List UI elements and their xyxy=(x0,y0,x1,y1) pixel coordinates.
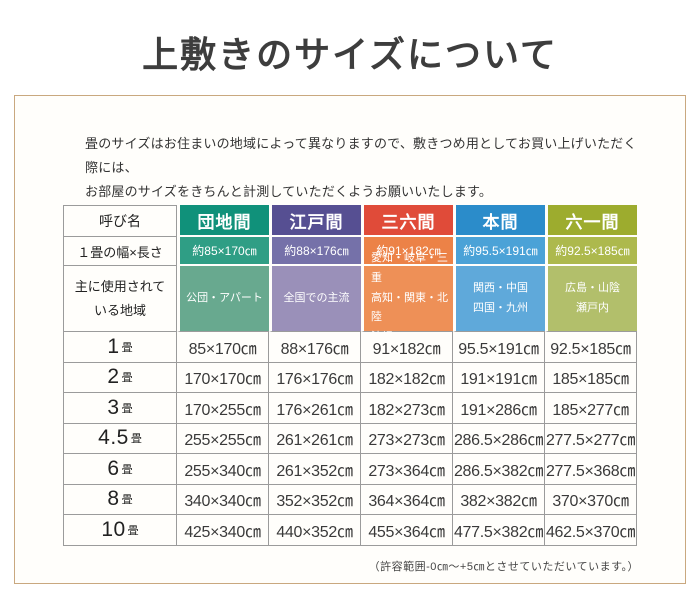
corner-header-cell: 呼び名 xyxy=(63,205,177,237)
size-value-cell: 191×286㎝ xyxy=(453,393,545,424)
size-row-label: １畳の幅×長さ xyxy=(63,237,177,266)
size-value-cell: 182×273㎝ xyxy=(361,393,453,424)
size-value-cell: 273×364㎝ xyxy=(361,454,453,485)
row-label-unit: 畳 xyxy=(121,341,133,354)
size-value-cell: 261×261㎝ xyxy=(269,423,361,454)
row-label-unit: 畳 xyxy=(121,372,133,385)
row-label-number: 1 xyxy=(107,334,120,358)
column-header-rokuichima: 六一間 xyxy=(545,205,637,237)
size-value-cell: 255×340㎝ xyxy=(177,454,269,485)
size-value-cell: 273×273㎝ xyxy=(361,423,453,454)
size-table: 呼び名 団地間 江戸間 三六間 本間 六一間 １畳の幅×長さ 約85×170㎝ … xyxy=(63,205,637,546)
row-label-4-5jo: 4.5 畳 xyxy=(63,423,177,454)
size-value-cell: 170×170㎝ xyxy=(177,362,269,393)
row-label-number: 2 xyxy=(107,365,120,389)
size-value-cell: 191×191㎝ xyxy=(453,362,545,393)
intro-line-2: お部屋のサイズをきちんと計測していただくようお願いいたします。 xyxy=(85,184,493,200)
size-value-cell: 92.5×185㎝ xyxy=(545,332,637,363)
mat-size-honma: 約95.5×191㎝ xyxy=(453,237,545,266)
region-danchima: 公団・アパート xyxy=(177,266,269,332)
size-value-cell: 91×182㎝ xyxy=(361,332,453,363)
row-label-unit: 畳 xyxy=(130,433,142,446)
column-header-danchima: 団地間 xyxy=(177,205,269,237)
size-value-cell: 370×370㎝ xyxy=(545,484,637,515)
region-sanrokuma: 愛知・岐阜・三重 高知・関東・北陸 沖縄 xyxy=(361,252,453,343)
size-value-cell: 364×364㎝ xyxy=(361,484,453,515)
row-label-unit: 畳 xyxy=(121,402,133,415)
size-value-cell: 85×170㎝ xyxy=(177,332,269,363)
mat-size-danchima: 約85×170㎝ xyxy=(177,237,269,266)
size-value-cell: 286.5×286㎝ xyxy=(453,423,545,454)
intro-line-1: 畳のサイズはお住まいの地域によって異なりますので、敷きつめ用としてお買い上げいた… xyxy=(85,136,637,176)
row-label-number: 6 xyxy=(107,456,120,480)
size-value-cell: 88×176㎝ xyxy=(269,332,361,363)
row-label-number: 4.5 xyxy=(98,426,129,450)
column-header-edoma: 江戸間 xyxy=(269,205,361,237)
row-label-10jo: 10 畳 xyxy=(63,515,177,546)
size-value-cell: 277.5×277㎝ xyxy=(545,423,637,454)
size-value-cell: 352×352㎝ xyxy=(269,484,361,515)
column-header-sanrokuma: 三六間 xyxy=(361,205,453,237)
size-value-cell: 277.5×368㎝ xyxy=(545,454,637,485)
intro-text: 畳のサイズはお住まいの地域によって異なりますので、敷きつめ用としてお買い上げいた… xyxy=(85,132,645,204)
region-honma: 関西・中国 四国・九州 xyxy=(453,266,545,332)
size-value-cell: 185×185㎝ xyxy=(545,362,637,393)
size-value-cell: 477.5×382㎝ xyxy=(453,515,545,546)
row-label-number: 10 xyxy=(101,517,126,541)
region-rokuichima: 広島・山陰 瀬戸内 xyxy=(545,266,637,332)
size-value-cell: 440×352㎝ xyxy=(269,515,361,546)
page-title: 上敷きのサイズについて xyxy=(142,35,558,75)
region-edoma: 全国での主流 xyxy=(269,266,361,332)
row-label-unit: 畳 xyxy=(121,463,133,476)
size-value-cell: 462.5×370㎝ xyxy=(545,515,637,546)
row-label-unit: 畳 xyxy=(127,524,139,537)
row-label-unit: 畳 xyxy=(121,494,133,507)
size-value-cell: 185×277㎝ xyxy=(545,393,637,424)
size-value-cell: 176×176㎝ xyxy=(269,362,361,393)
info-box: 畳のサイズはお住まいの地域によって異なりますので、敷きつめ用としてお買い上げいた… xyxy=(14,95,686,584)
mat-size-edoma: 約88×176㎝ xyxy=(269,237,361,266)
row-label-number: 8 xyxy=(107,487,120,511)
size-value-cell: 182×182㎝ xyxy=(361,362,453,393)
size-value-cell: 170×255㎝ xyxy=(177,393,269,424)
tolerance-footnote: （許容範囲-0㎝～+5㎝とさせていただいています。） xyxy=(368,561,639,573)
size-value-cell: 261×352㎝ xyxy=(269,454,361,485)
mat-size-rokuichima: 約92.5×185㎝ xyxy=(545,237,637,266)
column-header-honma: 本間 xyxy=(453,205,545,237)
size-value-cell: 255×255㎝ xyxy=(177,423,269,454)
row-label-number: 3 xyxy=(107,395,120,419)
size-value-cell: 340×340㎝ xyxy=(177,484,269,515)
size-value-cell: 425×340㎝ xyxy=(177,515,269,546)
size-value-cell: 95.5×191㎝ xyxy=(453,332,545,363)
mat-size-sanrokuma: 約91×182㎝ xyxy=(361,237,453,266)
size-value-cell: 382×382㎝ xyxy=(453,484,545,515)
size-value-cell: 455×364㎝ xyxy=(361,515,453,546)
size-value-cell: 286.5×382㎝ xyxy=(453,454,545,485)
size-value-cell: 176×261㎝ xyxy=(269,393,361,424)
region-row-label: 主に使用されて いる地域 xyxy=(63,266,177,332)
